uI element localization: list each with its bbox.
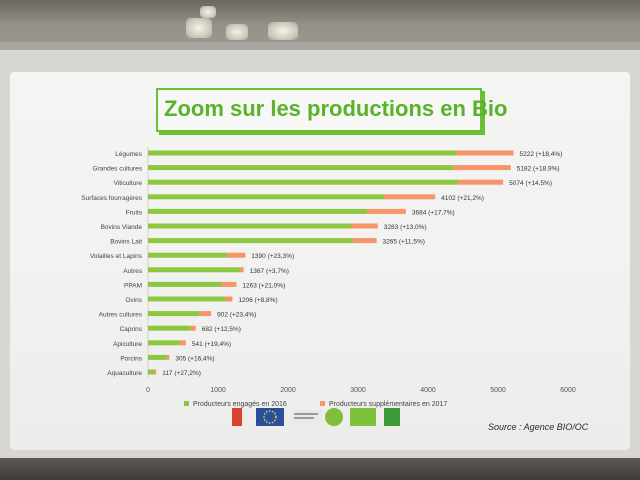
bar-2017-extra bbox=[367, 208, 406, 214]
data-label: 682 (+12,5%) bbox=[202, 326, 241, 333]
bar-2017-extra bbox=[453, 165, 511, 171]
category-label: Aquaculture bbox=[107, 370, 142, 377]
data-label: 117 (+27,2%) bbox=[162, 370, 201, 377]
bar-2016 bbox=[148, 208, 368, 214]
x-tick-label: 6000 bbox=[560, 387, 576, 394]
bar-2017-extra bbox=[384, 194, 436, 200]
legend-label-2016: Producteurs engagés en 2016 bbox=[193, 401, 287, 408]
organic-leaf-logo bbox=[350, 408, 376, 426]
data-label: 1206 (+8,8%) bbox=[238, 297, 277, 304]
bar-2017-extra bbox=[351, 223, 378, 229]
x-tick-label: 2000 bbox=[280, 387, 296, 394]
category-label: Ovins bbox=[125, 297, 142, 304]
bar-2016 bbox=[148, 340, 180, 346]
bar-2016 bbox=[148, 267, 241, 273]
ceiling-light bbox=[200, 6, 216, 18]
region-logo bbox=[232, 408, 242, 426]
data-label: 541 (+19,4%) bbox=[192, 341, 231, 348]
bar-2017-extra bbox=[190, 325, 196, 331]
category-label: Apiculture bbox=[113, 341, 142, 348]
bar-2016 bbox=[148, 296, 226, 302]
data-label: 305 (+16,4%) bbox=[175, 355, 214, 362]
bar-2017-extra bbox=[154, 369, 157, 375]
x-tick-label: 1000 bbox=[210, 387, 226, 394]
bar-2016 bbox=[148, 354, 167, 360]
bar-2017-extra bbox=[240, 267, 244, 273]
data-label: 1367 (+3,7%) bbox=[250, 268, 289, 275]
eu-flag-logo bbox=[256, 408, 284, 426]
bar-2016 bbox=[148, 281, 222, 287]
ceiling-shadow bbox=[0, 0, 640, 24]
ceiling-light bbox=[226, 24, 248, 40]
data-label: 5074 (+14,5%) bbox=[509, 180, 552, 187]
x-tick-label: 0 bbox=[146, 387, 150, 394]
bar-2017-extra bbox=[221, 281, 237, 287]
x-tick-label: 3000 bbox=[350, 387, 366, 394]
legend-swatch-2017 bbox=[320, 401, 325, 406]
bar-2017-extra bbox=[166, 354, 170, 360]
ceiling-light bbox=[268, 22, 298, 40]
projected-slide bbox=[10, 72, 630, 450]
bar-2017-extra bbox=[225, 296, 233, 302]
room-floor bbox=[0, 458, 640, 480]
title-frame bbox=[156, 88, 482, 132]
bar-2016 bbox=[148, 325, 191, 331]
source-note: Source : Agence BIO/OC bbox=[488, 422, 589, 432]
partner-logos bbox=[226, 406, 426, 435]
data-label: 5222 (+18,4%) bbox=[520, 151, 563, 158]
bar-2016 bbox=[148, 311, 200, 317]
data-label: 1263 (+21,0%) bbox=[242, 282, 285, 289]
data-label: 3684 (+17,7%) bbox=[412, 209, 455, 216]
category-label: Porcins bbox=[120, 355, 142, 362]
bar-2016 bbox=[148, 194, 385, 200]
bar-2017-extra bbox=[179, 340, 186, 346]
bar-2016 bbox=[148, 369, 155, 375]
bar-2017-extra bbox=[227, 252, 246, 258]
ab-logo bbox=[384, 408, 400, 426]
category-label: PPAM bbox=[124, 282, 142, 289]
data-label: 4102 (+21,2%) bbox=[441, 195, 484, 202]
category-label: Caprins bbox=[120, 326, 143, 333]
category-label: Autres bbox=[123, 268, 143, 275]
category-label: Grandes cultures bbox=[93, 166, 143, 173]
category-label: Fruits bbox=[126, 209, 143, 216]
category-label: Volailles et Lapins bbox=[90, 253, 143, 260]
category-label: Autres cultures bbox=[99, 312, 143, 319]
x-tick-label: 5000 bbox=[490, 387, 506, 394]
bar-2017-extra bbox=[458, 179, 504, 185]
projection-screen-roller bbox=[0, 42, 640, 50]
data-label: 5182 (+18,9%) bbox=[517, 166, 560, 173]
bar-2016 bbox=[148, 223, 351, 229]
bar-2016 bbox=[148, 238, 354, 244]
legend-label-2017: Producteurs supplémentaires en 2017 bbox=[329, 401, 447, 408]
category-label: Bovins Lait bbox=[110, 239, 142, 246]
category-label: Viticulture bbox=[114, 180, 143, 187]
bar-2017-extra bbox=[353, 238, 377, 244]
bar-2017-extra bbox=[456, 150, 514, 156]
category-label: Bovins Viande bbox=[101, 224, 143, 231]
ceiling-light bbox=[186, 18, 212, 38]
data-label: 1390 (+23,3%) bbox=[251, 253, 294, 260]
data-label: 3283 (+13,0%) bbox=[384, 224, 427, 231]
category-label: Surfaces fourragères bbox=[81, 195, 142, 202]
x-tick-label: 4000 bbox=[420, 387, 436, 394]
bar-2017-extra bbox=[199, 311, 212, 317]
bar-2016 bbox=[148, 165, 454, 171]
legend-swatch-2016 bbox=[184, 401, 189, 406]
data-label: 902 (+23,4%) bbox=[217, 312, 256, 319]
slide-title: Zoom sur les productions en Bio bbox=[164, 96, 508, 121]
data-label: 3265 (+11,5%) bbox=[383, 239, 425, 246]
category-label: Légumes bbox=[115, 151, 142, 158]
bar-2016 bbox=[148, 179, 459, 185]
bar-2016 bbox=[148, 150, 456, 156]
bar-2016 bbox=[148, 252, 228, 258]
bio-logo bbox=[325, 408, 343, 426]
